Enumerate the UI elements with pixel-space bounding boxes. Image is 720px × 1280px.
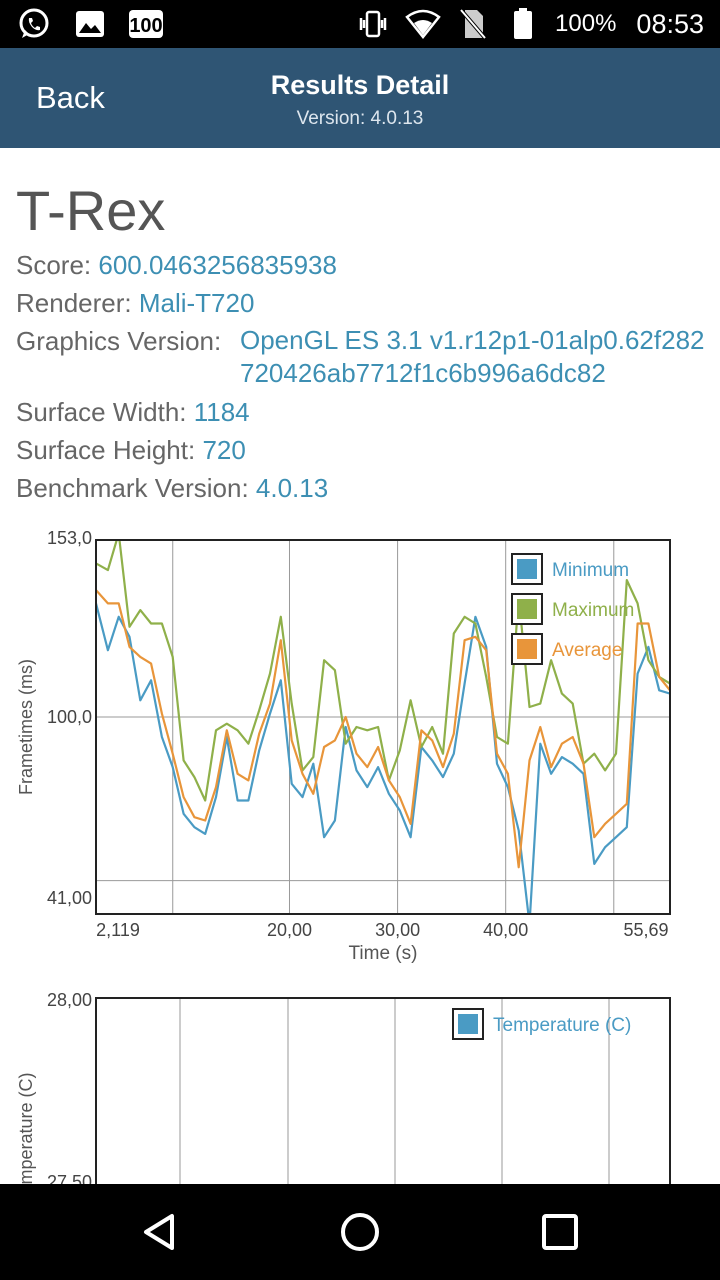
- battery-icon: [505, 6, 541, 42]
- legend-label: Temperature (C): [493, 1015, 631, 1036]
- x-tick-label: 30,00: [375, 920, 420, 940]
- y-tick-label: 27,50: [47, 1172, 92, 1184]
- graphics-version-value: OpenGL ES 3.1 v1.r12p1-01alp0.62f2827204…: [240, 325, 705, 388]
- x-tick-label: 40,00: [483, 920, 528, 940]
- surface-width-label: Surface Width:: [16, 397, 194, 427]
- renderer-row: Renderer: Mali-T720: [16, 288, 254, 319]
- y-tick-label: 28,00: [47, 990, 92, 1010]
- series-line-minimum: [96, 603, 670, 914]
- plot-frame: [95, 997, 671, 1184]
- legend-label: Average: [552, 640, 622, 661]
- renderer-label: Renderer:: [16, 288, 139, 318]
- legend-item-temperature: Temperature (C): [452, 1008, 631, 1040]
- status-bar: 100 100% 08:53: [0, 0, 720, 48]
- temperature-chart: 28,00 27,50 Temperature (C) Temperature (…: [16, 990, 671, 1184]
- legend-item-average: Average: [511, 633, 622, 665]
- system-status: 100% 08:53: [355, 0, 704, 48]
- battery-percent: 100%: [555, 10, 617, 37]
- surface-height-row: Surface Height: 720: [16, 435, 246, 466]
- legend-label: Maximum: [552, 600, 634, 621]
- plot-frame: [95, 539, 671, 915]
- score-label: Score:: [16, 250, 99, 280]
- surface-height-label: Surface Height:: [16, 435, 203, 465]
- no-sim-icon: [455, 6, 491, 42]
- frametimes-chart: 153,0 100,0 41,00 2,119 20,00 30,00 40,00 55,6…: [16, 530, 671, 964]
- legend-swatch-fill: [517, 639, 537, 659]
- antutu-100-icon: 100: [128, 6, 164, 42]
- series-line-average: [96, 589, 670, 869]
- score-value: 600.0463256835938: [98, 250, 337, 280]
- y-tick-label: 41,00: [47, 888, 92, 908]
- legend-swatch-fill: [517, 559, 537, 579]
- antutu-badge-text: 100: [129, 15, 162, 37]
- legend-item-minimum: Minimum: [511, 553, 629, 585]
- y-tick-label: 100,0: [47, 707, 92, 727]
- benchmark-version-label: Benchmark Version:: [16, 473, 256, 503]
- notification-icons: 100: [16, 6, 164, 42]
- page-title: Results Detail: [270, 70, 450, 100]
- legend-swatch-fill: [458, 1014, 478, 1034]
- clock: 08:53: [636, 8, 704, 39]
- wifi-icon: [405, 6, 441, 42]
- gallery-icon: [72, 6, 108, 42]
- whatsapp-icon: [16, 6, 52, 42]
- graphics-version-label: Graphics Version:: [16, 326, 222, 356]
- home-nav-icon[interactable]: [336, 1208, 384, 1256]
- x-tick-label: 55,69: [623, 920, 668, 940]
- legend-swatch-fill: [517, 599, 537, 619]
- x-axis-label: Time (s): [349, 943, 418, 964]
- recents-nav-icon[interactable]: [536, 1208, 584, 1256]
- test-name: T-Rex: [16, 179, 166, 242]
- navigation-bar: [0, 1184, 720, 1280]
- y-tick-label: 153,0: [47, 530, 92, 548]
- graphics-version-row: Graphics Version:: [16, 326, 221, 357]
- score-row: Score: 600.0463256835938: [16, 250, 337, 281]
- surface-width-value: 1184: [193, 397, 250, 427]
- benchmark-version-row: Benchmark Version: 4.0.13: [16, 473, 328, 504]
- surface-height-value: 720: [202, 435, 246, 465]
- legend-label: Minimum: [552, 560, 629, 581]
- y-axis-label: Frametimes (ms): [16, 659, 36, 795]
- series-line-maximum: [96, 540, 670, 802]
- renderer-value: Mali-T720: [138, 288, 255, 318]
- benchmark-version-value: 4.0.13: [255, 473, 329, 503]
- y-axis-label: Temperature (C): [16, 1072, 36, 1184]
- vibrate-icon: [355, 6, 391, 42]
- back-nav-icon[interactable]: [136, 1208, 184, 1256]
- surface-width-row: Surface Width: 1184: [16, 397, 250, 428]
- x-tick-label: 2,119: [96, 920, 140, 940]
- legend-item-maximum: Maximum: [511, 593, 634, 625]
- results-content[interactable]: T-Rex Score: 600.0463256835938 Renderer:…: [0, 148, 720, 1184]
- version-label: Version: 4.0.13: [296, 108, 424, 129]
- x-tick-label: 20,00: [267, 920, 312, 940]
- back-button[interactable]: Back: [36, 80, 105, 115]
- app-toolbar: Back Results Detail Version: 4.0.13: [0, 48, 720, 148]
